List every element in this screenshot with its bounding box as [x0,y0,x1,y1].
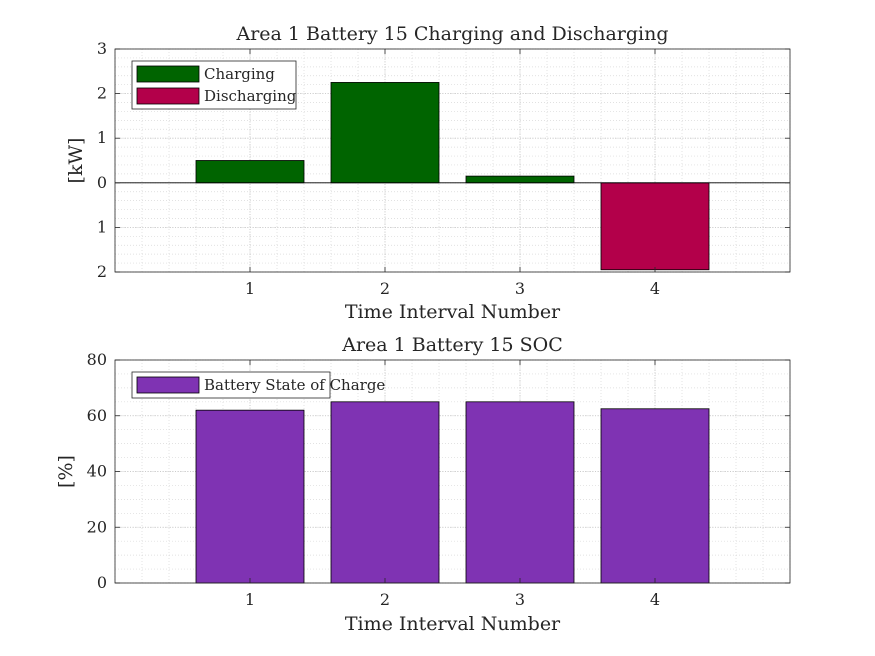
y-axis-label: [kW] [65,138,87,184]
bar-1-1 [195,409,305,584]
y-tick-label: 2 [97,262,107,281]
bar-1-2 [330,401,440,584]
y-tick-label: 60 [87,406,107,425]
x-tick-label: 3 [515,279,525,298]
y-tick-label: 0 [97,573,107,592]
chart-title: Area 1 Battery 15 Charging and Dischargi… [235,23,668,45]
y-tick-label: 3 [97,39,107,58]
x-tick-label: 4 [650,279,660,298]
legend-swatch [136,87,200,105]
y-tick-label: 20 [87,517,107,536]
x-tick-label: 1 [245,279,255,298]
bar-1-3 [465,401,575,584]
x-tick-label: 4 [650,590,660,609]
y-tick-label: 80 [87,350,107,369]
legend-label: Discharging [204,87,297,105]
legend-label: Charging [204,65,275,83]
bars [195,82,710,271]
legend-label: Battery State of Charge [204,376,385,394]
y-tick-label: 2 [97,84,107,103]
x-axis-label: Time Interval Number [345,613,561,635]
legend: Battery State of Charge [131,371,385,399]
bar-1-1 [195,160,305,184]
bar-1-2 [330,82,440,184]
legend-swatch [136,65,200,83]
x-tick-label: 3 [515,590,525,609]
axes-frame [114,48,791,273]
legend-swatch [136,376,200,394]
chart-title: Area 1 Battery 15 SOC [341,334,563,356]
y-tick-label: 40 [87,462,107,481]
x-tick-label: 2 [380,590,390,609]
legend: Charging Discharging [131,60,297,110]
y-axis-label: [%] [55,455,77,488]
bar-1-3 [465,175,575,184]
tick-marks [115,48,790,273]
bar-2-4 [600,182,710,271]
y-tick-label: 0 [97,173,107,192]
y-tick-label: 1 [97,217,107,236]
bars [195,401,710,584]
x-tick-label: 1 [245,590,255,609]
x-axis-label: Time Interval Number [345,301,561,323]
x-tick-label: 2 [380,279,390,298]
y-tick-label: 1 [97,128,107,147]
tick-marks [115,359,790,584]
chart-panel-1: 1 2 3 4 3 2 1 0 1 2 Area 1 Battery 15 Charging and… [65,23,791,323]
bar-1-4 [600,408,710,584]
